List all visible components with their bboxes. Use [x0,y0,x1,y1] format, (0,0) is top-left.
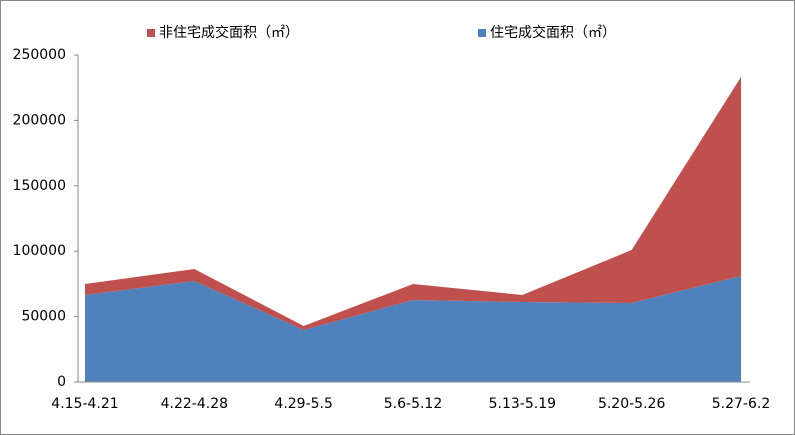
y-tick-label: 200000 [13,112,66,128]
y-tick-label: 50000 [21,309,66,325]
y-tick-label: 250000 [13,47,66,63]
legend-label: 非住宅成交面积（㎡） [159,24,299,41]
x-tick-label: 5.13-5.19 [489,396,556,412]
x-tick-label: 5.20-5.26 [598,396,665,412]
x-tick-label: 4.29-5.5 [274,396,333,412]
y-tick-label: 100000 [13,243,66,259]
x-tick-label: 4.15-4.21 [51,396,118,412]
area [85,276,741,382]
y-tick-label: 0 [57,374,66,390]
legend-swatch [478,29,486,37]
x-tick-label: 4.22-4.28 [161,396,228,412]
y-tick-label: 150000 [13,178,66,194]
legend-swatch [147,29,155,37]
x-tick-label: 5.6-5.12 [384,396,443,412]
legend-label: 住宅成交面积（㎡） [490,24,616,41]
x-tick-label: 5.27-6.2 [712,396,771,412]
